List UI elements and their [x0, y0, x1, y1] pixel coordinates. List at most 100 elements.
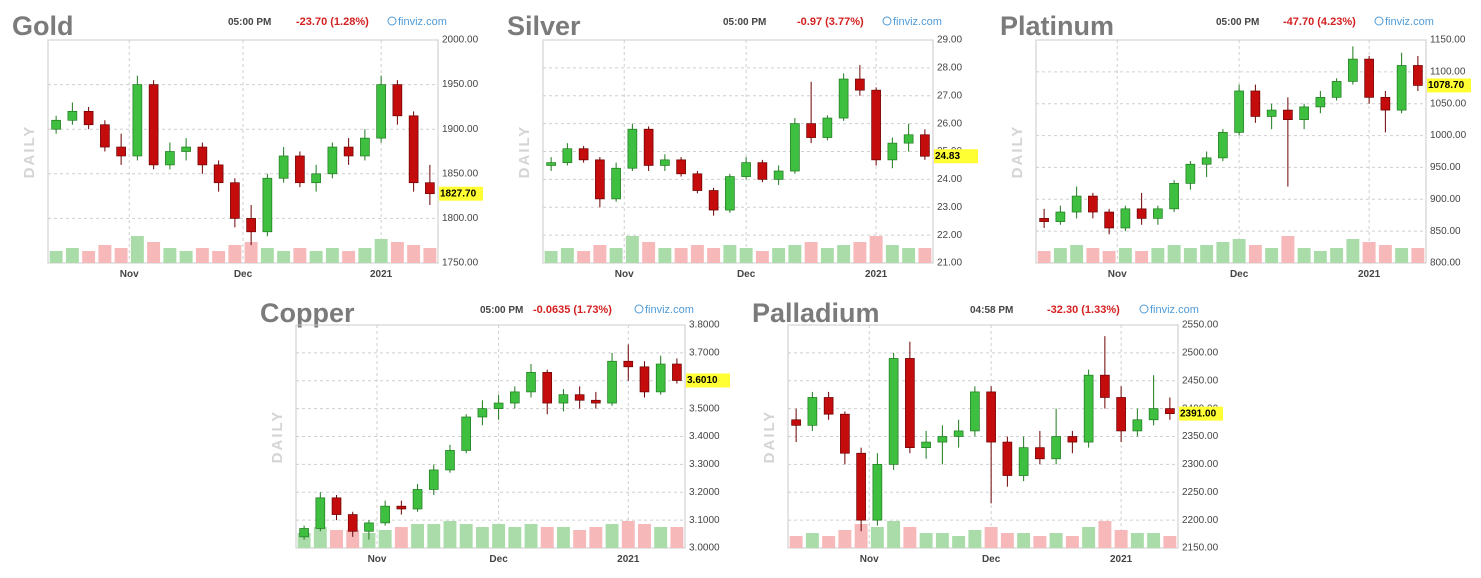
volume-bar [822, 536, 836, 548]
time-label: 05:00 PM [228, 17, 271, 28]
chart-title: Palladium [752, 298, 880, 328]
candle-body [445, 450, 455, 471]
candle-body [611, 167, 621, 200]
candle-body [67, 111, 78, 121]
volume-bar [342, 251, 356, 263]
volume-bar [1248, 245, 1262, 263]
candle-body [903, 134, 914, 144]
candle-body [1132, 419, 1143, 432]
candle-body [872, 464, 883, 521]
candle-body [578, 148, 589, 161]
last-price-label: 1078.70 [1428, 80, 1465, 91]
candle-body [676, 159, 686, 175]
volume-bar [407, 245, 421, 263]
candle-body [1364, 58, 1374, 98]
y-tick-label: 2450.00 [1182, 375, 1219, 386]
candle-body [428, 469, 439, 490]
y-tick-label: 2200.00 [1182, 515, 1219, 526]
source-label: finviz.com [1150, 304, 1199, 316]
candle-body [165, 151, 175, 166]
volume-bar [1183, 248, 1197, 263]
x-tick-label: Dec [982, 554, 1001, 565]
volume-bar [459, 524, 473, 548]
x-tick-label: Nov [860, 554, 879, 565]
volume-bar [609, 248, 623, 263]
volume-bar [638, 524, 651, 548]
source-label: finviz.com [893, 16, 942, 28]
time-label: 05:00 PM [723, 17, 766, 28]
volume-bar [560, 248, 574, 263]
candle-body [380, 505, 390, 524]
candle-body [1283, 109, 1293, 120]
source-icon [1139, 304, 1149, 314]
y-tick-label: 1150.00 [1430, 35, 1466, 46]
candle-body [526, 372, 536, 393]
candle-body [412, 489, 423, 510]
y-tick-label: 2000.00 [442, 35, 479, 46]
candle-body [692, 173, 703, 191]
volume-bar [293, 248, 307, 263]
volume-bar [918, 248, 932, 263]
candle-body [725, 176, 735, 211]
candle-body [213, 164, 224, 184]
last-price-box [1427, 78, 1471, 93]
candle-body [477, 408, 488, 418]
volume-bar [443, 521, 457, 548]
candle-body [970, 391, 980, 432]
volume-bar [1411, 248, 1425, 263]
x-tick-label: Nov [1108, 269, 1127, 280]
candle-body [1039, 218, 1049, 222]
volume-bar [394, 527, 408, 548]
volume-bar [1130, 533, 1144, 548]
candle-body [1396, 65, 1407, 111]
source-label: finviz.com [645, 304, 694, 316]
candle-body [100, 124, 110, 148]
candle-body [1055, 211, 1066, 222]
candle-body [921, 441, 931, 449]
candle-body [299, 528, 309, 538]
y-tick-label: 3.7000 [689, 348, 720, 359]
candle-body [1083, 374, 1094, 443]
volume-bar [195, 248, 209, 263]
volume-bar [902, 248, 916, 263]
y-tick-label: 1850.00 [442, 168, 479, 179]
chart-title: Silver [507, 11, 581, 41]
candle-body [1136, 208, 1147, 219]
candle-body [840, 413, 850, 454]
x-tick-label: Nov [120, 269, 139, 280]
volume-bar [674, 248, 688, 263]
candle-body [790, 123, 800, 172]
y-tick-label: 2550.00 [1182, 320, 1219, 331]
volume-bar [739, 248, 753, 263]
source-icon [387, 16, 397, 26]
x-tick-label: Dec [1230, 269, 1249, 280]
candle-body [331, 497, 342, 515]
plot-frame [47, 39, 439, 264]
side-label: DAILY [21, 125, 38, 179]
volume-bar [1118, 248, 1132, 263]
y-tick-label: 3.5000 [689, 403, 720, 414]
y-tick-label: 3.3000 [689, 459, 720, 470]
candle-body [627, 128, 638, 169]
volume-bar [179, 251, 193, 263]
volume-bar [82, 251, 96, 263]
candle-body [295, 155, 305, 184]
volume-bar [788, 245, 802, 263]
candle-body [1018, 447, 1029, 476]
volume-bar [65, 248, 79, 263]
volume-bar [903, 527, 917, 548]
volume-bar [1297, 248, 1311, 263]
candle-body [757, 162, 768, 180]
volume-bar [658, 248, 672, 263]
y-tick-label: 22.00 [937, 230, 962, 241]
candle-body [510, 391, 520, 404]
candle-body [1299, 106, 1309, 120]
chart-panel: Platinum 05:00 PM -47.70 (4.23%) finviz.com… [1000, 11, 1471, 280]
volume-bar [984, 527, 998, 548]
last-price-label: 3.6010 [687, 375, 718, 386]
volume-bar [804, 242, 818, 263]
volume-bar [642, 242, 656, 263]
volume-bar [524, 524, 538, 548]
candle-body [1380, 96, 1391, 111]
